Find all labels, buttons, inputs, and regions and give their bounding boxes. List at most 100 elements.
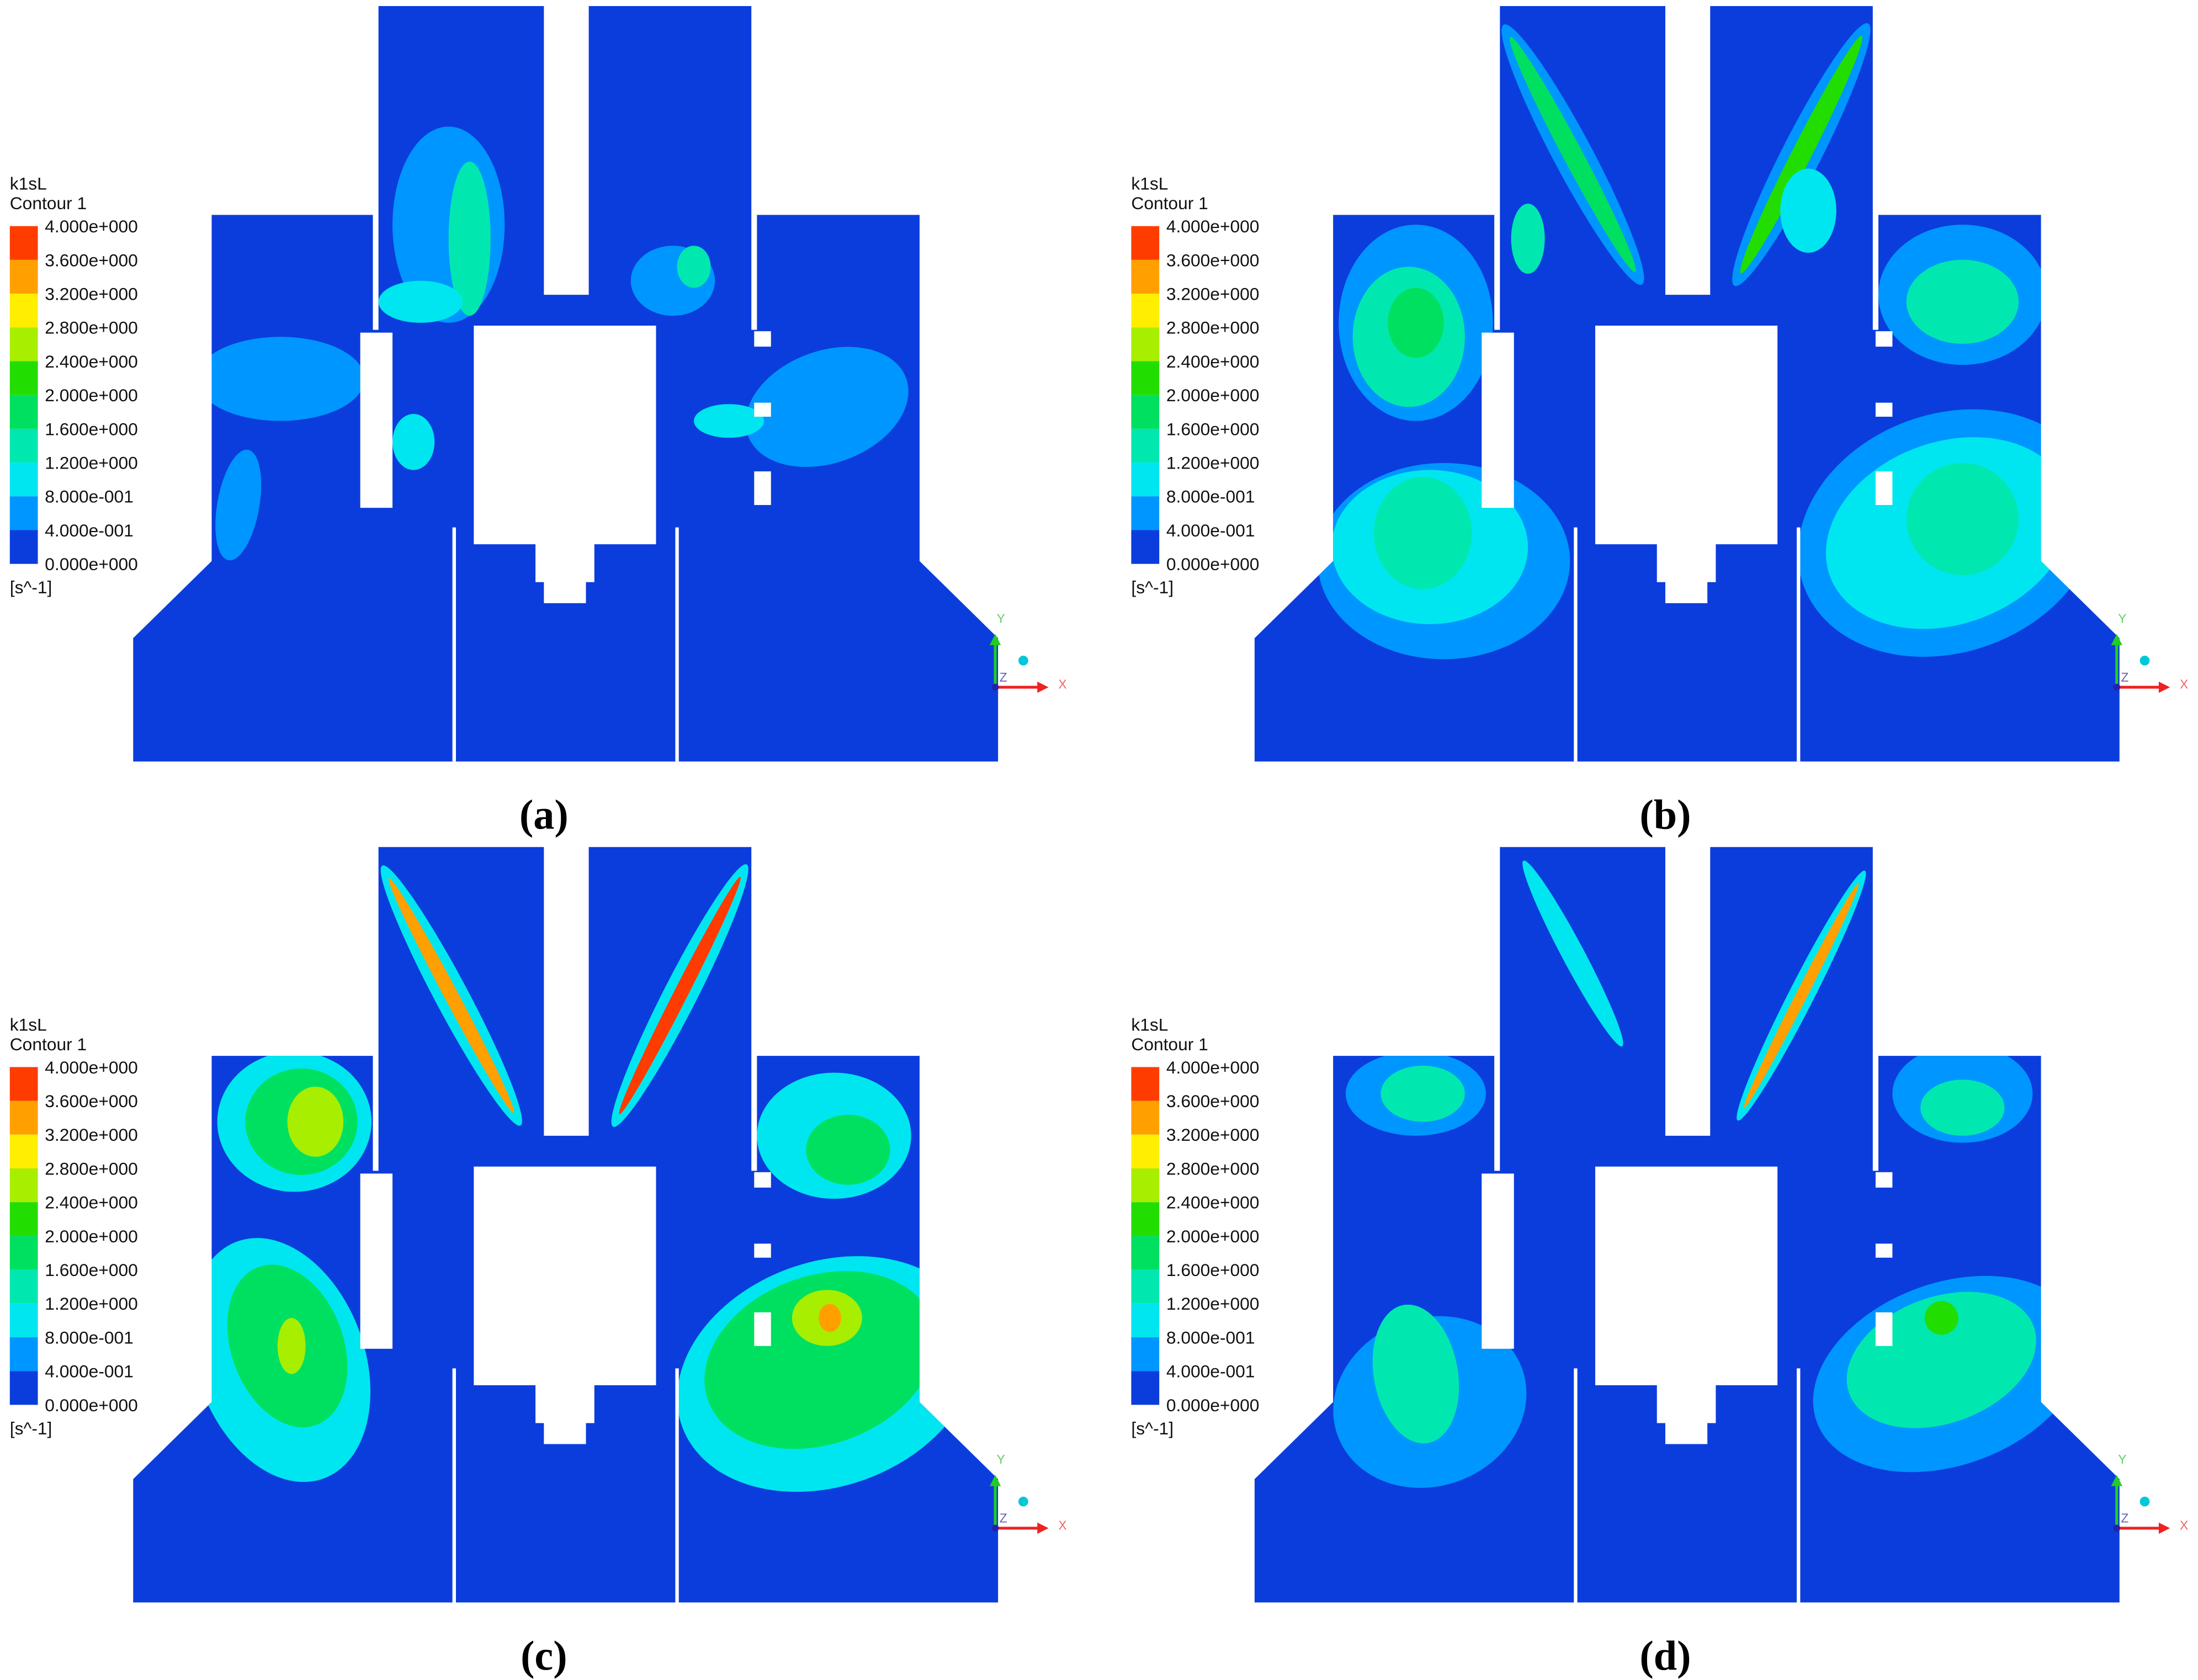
- legend-label: 3.600e+000: [45, 1091, 138, 1111]
- view-ball: [1018, 1496, 1028, 1507]
- contour-region: [1780, 168, 1836, 253]
- legend-label: 0.000e+000: [45, 1395, 138, 1415]
- legend-label: 3.600e+000: [1166, 1091, 1260, 1111]
- legend-swatch: [1131, 1337, 1160, 1371]
- view-ball: [1018, 656, 1028, 666]
- legend-label: 1.200e+000: [1166, 1294, 1260, 1314]
- axis-y-label: Y: [2118, 1452, 2126, 1466]
- legend-unit: [s^-1]: [10, 1418, 52, 1438]
- legend-swatch: [9, 1100, 38, 1135]
- legend-label: 1.600e+000: [45, 419, 138, 439]
- contour-region: [1388, 288, 1444, 358]
- obstacle: [754, 471, 771, 506]
- legend-label: 8.000e-001: [1166, 487, 1255, 507]
- legend-label: 2.000e+000: [45, 385, 138, 405]
- legend-label: 3.200e+000: [45, 1125, 138, 1145]
- legend-swatch: [9, 1337, 38, 1371]
- legend-swatch: [1131, 1269, 1160, 1304]
- legend-label: 4.000e-001: [1166, 520, 1255, 540]
- legend-label: 4.000e+000: [45, 216, 138, 236]
- legend-label: 4.000e-001: [45, 520, 134, 540]
- axis-z-label: Z: [2121, 670, 2128, 684]
- legend-label: 2.400e+000: [1166, 1193, 1260, 1213]
- legend-label: 2.400e+000: [45, 352, 138, 371]
- contour-region: [745, 347, 909, 467]
- axis-y-head: [2111, 1475, 2122, 1486]
- legend-label: 2.400e+000: [1166, 352, 1260, 371]
- legend-swatch: [1131, 530, 1160, 564]
- legend-swatch: [9, 1168, 38, 1203]
- legend-label: 4.000e+000: [1166, 216, 1260, 236]
- legend-swatch: [9, 1134, 38, 1169]
- legend-swatch: [1131, 1168, 1160, 1203]
- obstacle: [1595, 325, 1778, 603]
- obstacle: [754, 1172, 771, 1188]
- legend-swatch: [9, 1269, 38, 1304]
- view-ball: [2139, 656, 2150, 666]
- axis-y-label: Y: [997, 1452, 1005, 1466]
- contour-region: [806, 1114, 890, 1185]
- legend-label: 3.200e+000: [1166, 1125, 1260, 1145]
- contour-region: [1906, 259, 2019, 344]
- legend-label: 2.800e+000: [45, 1158, 138, 1178]
- axis-z: [2113, 1524, 2121, 1532]
- legend-swatch: [9, 1303, 38, 1338]
- legend-swatch: [1131, 259, 1160, 294]
- legend-title: k1sL: [1131, 174, 1168, 194]
- contour-region: [819, 1304, 841, 1332]
- contour-region: [1740, 36, 1862, 274]
- legend-label: 1.200e+000: [1166, 453, 1260, 473]
- axis-x-head: [1037, 682, 1049, 693]
- legend-label: 4.000e-001: [1166, 1362, 1255, 1381]
- legend-label: 8.000e-001: [1166, 1327, 1255, 1347]
- obstacle: [1595, 1166, 1778, 1444]
- axis-y-label: Y: [997, 611, 1005, 625]
- caption: (a): [519, 792, 569, 838]
- legend-title: k1sL: [10, 1014, 47, 1034]
- legend-title: k1sL: [1131, 1014, 1168, 1034]
- contours: [196, 126, 909, 561]
- contour-region: [1906, 462, 2019, 576]
- obstacle: [474, 325, 656, 603]
- legend-label: 3.600e+000: [45, 250, 138, 270]
- obstacle: [1482, 332, 1514, 508]
- legend-swatch: [1131, 361, 1160, 395]
- legend-swatch: [1131, 496, 1160, 530]
- legend-label: 1.600e+000: [45, 1260, 138, 1280]
- legend-swatch: [9, 1371, 38, 1405]
- legend-label: 0.000e+000: [1166, 1395, 1260, 1415]
- contour-region: [1511, 204, 1545, 274]
- contours: [190, 864, 977, 1492]
- legend-label: 0.000e+000: [45, 554, 138, 574]
- contour-region: [287, 1086, 344, 1157]
- legend-title: k1sL: [10, 174, 47, 194]
- legend-label: 8.000e-001: [45, 487, 134, 507]
- contour-region: [448, 161, 491, 316]
- contour-region: [1846, 1291, 2036, 1428]
- contour-region: [1372, 1304, 1459, 1444]
- axis-y-head: [2111, 634, 2122, 646]
- legend-swatch: [1131, 1371, 1160, 1405]
- obstacle: [1875, 471, 1893, 506]
- obstacle: [1875, 402, 1893, 417]
- legend-swatch: [1131, 327, 1160, 361]
- legend-swatch: [1131, 1202, 1160, 1236]
- contour-region: [694, 404, 764, 438]
- legend-swatch: [1131, 1100, 1160, 1135]
- axis-z: [991, 683, 999, 691]
- legend-label: 1.600e+000: [1166, 1260, 1260, 1280]
- obstacle: [1875, 1243, 1893, 1258]
- legend-swatch: [1131, 428, 1160, 463]
- obstacle: [754, 1243, 771, 1258]
- legend-swatch: [9, 496, 38, 530]
- legend-swatch: [1131, 1134, 1160, 1169]
- contour-region: [677, 246, 711, 288]
- legend-swatch: [9, 428, 38, 463]
- legend-swatch: [9, 361, 38, 395]
- caption: (d): [1639, 1633, 1691, 1679]
- axis-z: [991, 1524, 999, 1532]
- contour-region: [1924, 1301, 1958, 1335]
